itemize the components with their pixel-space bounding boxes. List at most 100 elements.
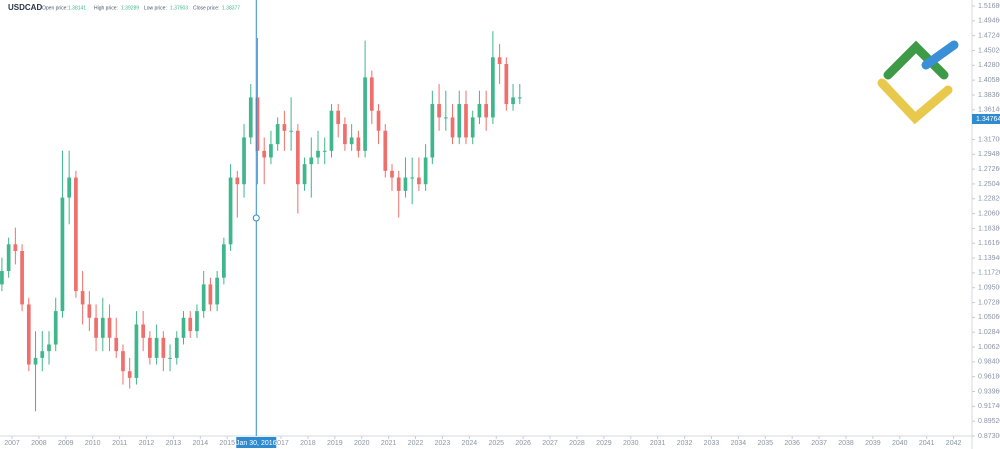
- y-tick-label: 1.36140: [978, 107, 1000, 114]
- candle-body: [282, 124, 287, 131]
- y-tick-label: 1.16160: [978, 240, 1000, 247]
- legend-label: Close price:: [193, 5, 219, 11]
- candle-body: [235, 177, 240, 185]
- candle-body: [94, 317, 98, 338]
- candle-body: [195, 311, 199, 332]
- x-tick-label: 2034: [731, 440, 747, 447]
- legend-value: 1.37903: [170, 5, 188, 11]
- x-tick-label: 2020: [354, 440, 370, 447]
- x-tick-label: 2014: [193, 440, 209, 447]
- candle-body: [53, 311, 58, 345]
- y-tick-label: 1.02840: [978, 329, 1000, 336]
- y-tick-label: 1.51680: [978, 3, 1000, 10]
- candle-body: [369, 77, 374, 111]
- candle-body: [302, 164, 307, 185]
- y-tick-label: 1.49460: [978, 18, 1000, 25]
- candle-body: [40, 351, 45, 358]
- candle-body: [504, 63, 509, 105]
- candle-body: [464, 104, 468, 138]
- legend-label: Open price:: [42, 5, 68, 11]
- x-tick-label: 2028: [569, 440, 585, 447]
- x-tick-label: 2010: [85, 440, 101, 447]
- candle-body: [255, 97, 260, 151]
- candle-body: [134, 324, 139, 378]
- candle-body: [222, 244, 226, 278]
- legend-value: 1.38141: [68, 5, 86, 11]
- candle-body: [67, 177, 72, 198]
- x-tick-label: 2036: [784, 440, 800, 447]
- candle-body: [309, 157, 314, 165]
- crosshair-dot: [252, 214, 260, 222]
- candle-body: [20, 250, 24, 305]
- candle-body: [437, 104, 441, 118]
- x-tick-label: 2012: [139, 440, 155, 447]
- candle-body: [248, 97, 253, 138]
- candle-body: [60, 197, 65, 312]
- candle-body: [141, 324, 145, 338]
- candle-body: [0, 271, 4, 285]
- candle-body: [457, 104, 462, 138]
- crosshair-tag: [236, 437, 277, 448]
- candle-body: [396, 177, 401, 191]
- candle-body: [417, 177, 421, 185]
- candle-body: [430, 104, 435, 158]
- x-tick-label: 2008: [31, 440, 47, 447]
- logo: [877, 40, 959, 125]
- x-tick-label: 2029: [596, 440, 612, 447]
- candle-body: [329, 110, 334, 151]
- candle-body: [121, 351, 125, 372]
- x-tick-label: 2027: [542, 440, 558, 447]
- candle-body: [477, 104, 482, 118]
- candle-body: [295, 130, 300, 185]
- y-tick-label: 1.20600: [978, 210, 1000, 217]
- y-tick-label: 1.38360: [978, 92, 1000, 99]
- candle-body: [450, 117, 455, 138]
- candle-body: [517, 97, 522, 99]
- last-price-label: 1.34764: [976, 116, 1000, 123]
- candle-body: [26, 304, 31, 365]
- candle-body: [376, 110, 381, 131]
- x-tick-label: 2025: [488, 440, 504, 447]
- y-tick-label: 1.31700: [978, 136, 1000, 143]
- candle-body: [491, 57, 495, 118]
- candle-body: [74, 177, 78, 292]
- x-tick-label: 2007: [4, 440, 20, 447]
- x-tick-label: 2017: [273, 440, 289, 447]
- candle-body: [168, 357, 172, 359]
- y-tick-label: 1.09500: [978, 285, 1000, 292]
- x-tick-label: 2042: [946, 440, 962, 447]
- candle-body: [410, 177, 415, 179]
- y-tick-label: 1.42800: [978, 62, 1000, 69]
- candle-body: [208, 284, 213, 305]
- last-price-tag: [972, 113, 1000, 124]
- x-tick-label: 2021: [381, 440, 397, 447]
- candle-body: [322, 150, 327, 152]
- candle-body: [188, 317, 193, 332]
- candle-body: [470, 117, 475, 138]
- legend-value: 1.39289: [121, 5, 139, 11]
- candle-body: [107, 317, 112, 338]
- candle-body: [403, 177, 408, 191]
- x-tick-label: 2032: [677, 440, 693, 447]
- x-tick-label: 2024: [462, 440, 478, 447]
- candle-body: [228, 177, 233, 245]
- candle-body: [100, 317, 105, 338]
- candle-body: [423, 157, 428, 185]
- candle-body: [356, 137, 361, 151]
- candle-body: [363, 77, 367, 151]
- candle-body: [443, 117, 448, 119]
- candle-body: [336, 110, 341, 125]
- x-tick-label: 2019: [327, 440, 343, 447]
- y-tick-label: 1.29480: [978, 151, 1000, 158]
- candle-body: [174, 337, 179, 358]
- y-tick-label: 1.45020: [978, 47, 1000, 54]
- x-tick-label: 2023: [435, 440, 451, 447]
- candle-body: [114, 337, 119, 352]
